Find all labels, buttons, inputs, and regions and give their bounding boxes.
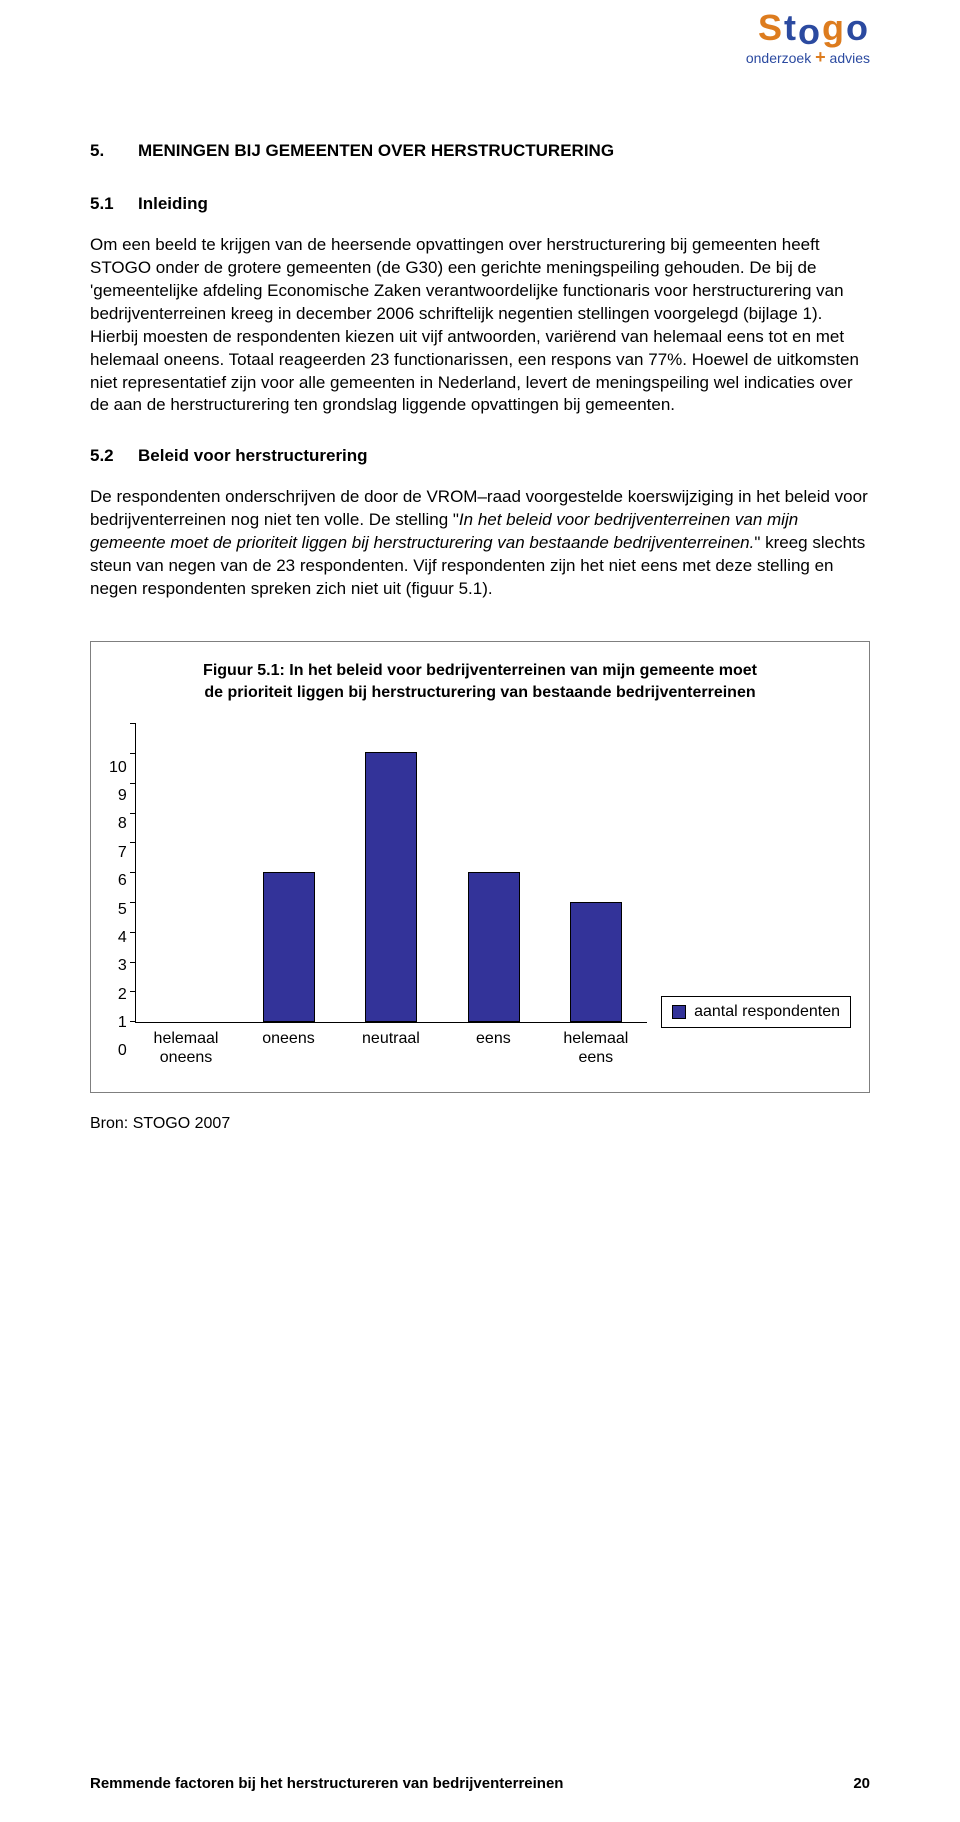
- y-tick-mark: [130, 753, 136, 754]
- heading-5-2: 5.2Beleid voor herstructurering: [90, 445, 870, 468]
- bar-slot: [340, 723, 442, 1022]
- tagline-left: onderzoek: [746, 50, 811, 66]
- logo-wordmark: Stogo: [746, 10, 870, 46]
- logo: Stogo onderzoek + advies: [746, 10, 870, 66]
- y-tick-mark: [130, 902, 136, 903]
- logo-letter-o1: o: [798, 11, 822, 52]
- logo-letter-s: S: [758, 7, 784, 48]
- y-tick-label: 2: [118, 987, 127, 1003]
- y-tick-label: 3: [118, 958, 127, 974]
- chart-legend: aantal respondenten: [661, 996, 851, 1028]
- y-tick-mark: [130, 932, 136, 933]
- y-tick-mark: [130, 991, 136, 992]
- bar-slot: [443, 723, 545, 1022]
- heading51-number: 5.1: [90, 193, 138, 216]
- x-axis-label: helemaaleens: [545, 1029, 647, 1067]
- y-tick-label: 1: [118, 1015, 127, 1031]
- y-tick-label: 0: [118, 1043, 127, 1059]
- heading52-title: Beleid voor herstructurering: [138, 446, 368, 465]
- paragraph-5-1: Om een beeld te krijgen van de heersende…: [90, 234, 870, 418]
- tagline-right: advies: [830, 50, 870, 66]
- heading-level-1: 5.MENINGEN BIJ GEMEENTEN OVER HERSTRUCTU…: [90, 140, 870, 163]
- document-body: 5.MENINGEN BIJ GEMEENTEN OVER HERSTRUCTU…: [90, 20, 870, 1134]
- y-tick-label: 9: [118, 788, 127, 804]
- paragraph-5-2: De respondenten onderschrijven de door d…: [90, 486, 870, 601]
- chart-x-labels: helemaaloneensoneensneutraaleenshelemaal…: [135, 1029, 647, 1067]
- x-axis-label: oneens: [237, 1029, 339, 1067]
- legend-swatch: [672, 1005, 686, 1019]
- y-tick-label: 10: [109, 760, 127, 776]
- chart-plot-area: [135, 723, 647, 1023]
- logo-letter-o2: o: [846, 7, 870, 48]
- page-footer: Remmende factoren bij het herstructurere…: [90, 1775, 870, 1792]
- heading52-number: 5.2: [90, 445, 138, 468]
- y-tick-mark: [130, 723, 136, 724]
- chart-source: Bron: STOGO 2007: [90, 1113, 870, 1135]
- heading1-text: MENINGEN BIJ GEMEENTEN OVER HERSTRUCTURE…: [138, 141, 614, 160]
- footer-page-number: 20: [853, 1775, 870, 1792]
- y-tick-mark: [130, 962, 136, 963]
- y-tick-mark: [130, 783, 136, 784]
- y-tick-mark: [130, 813, 136, 814]
- bar-slot: [545, 723, 647, 1022]
- legend-label: aantal respondenten: [694, 1001, 840, 1023]
- x-axis-label: helemaaloneens: [135, 1029, 237, 1067]
- y-tick-mark: [130, 842, 136, 843]
- y-tick-label: 6: [118, 873, 127, 889]
- y-tick-label: 4: [118, 930, 127, 946]
- bar: [468, 872, 520, 1022]
- footer-title: Remmende factoren bij het herstructurere…: [90, 1775, 563, 1792]
- chart-container: Figuur 5.1: In het beleid voor bedrijven…: [90, 641, 870, 1093]
- bar: [263, 872, 315, 1022]
- bar: [365, 752, 417, 1022]
- logo-letter-t: t: [784, 7, 798, 48]
- chart-title: Figuur 5.1: In het beleid voor bedrijven…: [200, 660, 760, 703]
- y-tick-label: 5: [118, 902, 127, 918]
- y-tick-label: 7: [118, 845, 127, 861]
- y-tick-mark: [130, 872, 136, 873]
- y-tick-mark: [130, 1021, 136, 1022]
- page: Stogo onderzoek + advies 5.MENINGEN BIJ …: [0, 0, 960, 1822]
- chart-y-tick-marks: [130, 723, 136, 1022]
- logo-letter-g: g: [822, 7, 846, 48]
- heading1-number: 5.: [90, 140, 138, 163]
- bar-slot: [238, 723, 340, 1022]
- x-axis-label: eens: [442, 1029, 544, 1067]
- chart-plot-wrap: helemaaloneensoneensneutraaleenshelemaal…: [135, 723, 647, 1067]
- y-tick-label: 8: [118, 816, 127, 832]
- bar: [570, 902, 622, 1022]
- chart-row: 109876543210 helemaaloneensoneensneutraa…: [109, 723, 851, 1067]
- heading-5-1: 5.1Inleiding: [90, 193, 870, 216]
- x-axis-label: neutraal: [340, 1029, 442, 1067]
- heading51-title: Inleiding: [138, 194, 208, 213]
- bar-slot: [136, 723, 238, 1022]
